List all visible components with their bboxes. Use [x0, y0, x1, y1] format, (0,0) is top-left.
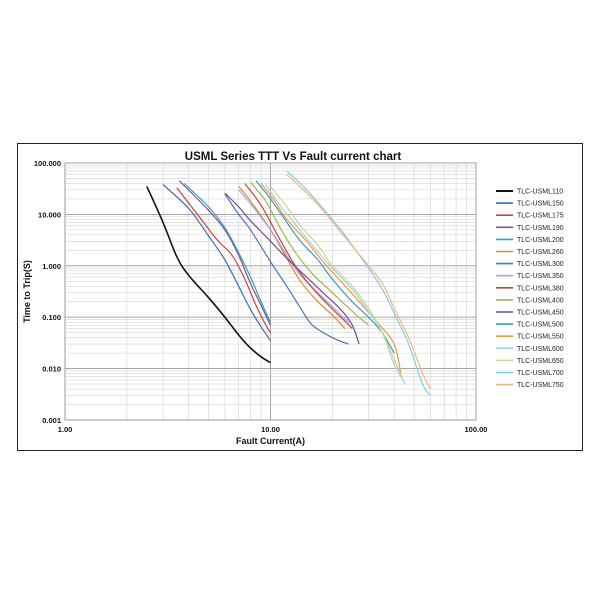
legend-entry: TLC-USML700: [517, 370, 564, 377]
series-line-tlc-usml600: [265, 184, 406, 385]
chart-title: USML Series TTT Vs Fault current chart: [185, 151, 402, 163]
series-lines: [146, 170, 431, 396]
series-line-tlc-usml650: [270, 186, 404, 381]
x-tick-label: 10.00: [261, 425, 280, 434]
series-line-tlc-usml380: [244, 183, 353, 330]
series-line-tlc-usml190: [178, 180, 272, 326]
series-line-tlc-usml700: [286, 170, 431, 396]
series-line-tlc-usml260: [238, 186, 346, 329]
series-line-tlc-usml175: [176, 187, 272, 334]
x-tick-label: 100.00: [465, 425, 488, 434]
series-line-tlc-usml450: [224, 192, 360, 345]
legend-entry: TLC-USML650: [517, 358, 564, 365]
x-tick-label: 1.00: [58, 425, 73, 434]
legend-entry: TLC-USML350: [517, 273, 564, 280]
legend-entry: TLC-USML110: [517, 189, 563, 196]
legend-entry: TLC-USML300: [517, 261, 564, 268]
series-line-tlc-usml350: [238, 189, 350, 323]
y-tick-label: 100.000: [34, 159, 61, 168]
legend-entry: TLC-USML190: [517, 225, 564, 232]
y-tick-label: 0.100: [42, 313, 61, 322]
series-line-tlc-usml750: [286, 173, 431, 390]
legend-entry: TLC-USML400: [517, 297, 564, 304]
legend-entry: TLC-USML600: [517, 346, 564, 353]
series-line-tlc-usml300: [224, 193, 349, 345]
legend-entry: TLC-USML750: [517, 382, 564, 389]
series-line-tlc-usml200: [183, 183, 272, 323]
y-tick-label: 0.001: [42, 416, 61, 425]
legend-entry: TLC-USML175: [517, 213, 564, 220]
series-line-tlc-usml550: [260, 183, 402, 374]
legend-entry: TLC-USML260: [517, 249, 564, 256]
tick-labels: 1.00 10.00 100.00 100.000 10.000 1.000 0.100 0.…: [34, 159, 488, 434]
legend-entry: TLC-USML500: [517, 322, 564, 329]
chart-svg: USML Series TTT Vs Fault current chart 1…: [22, 151, 564, 446]
series-line-tlc-usml400: [250, 182, 369, 326]
legend: TLC-USML110 TLC-USML150 TLC-USML175 TLC-USM…: [496, 189, 564, 389]
y-axis-title: Time to Trip(S): [22, 260, 32, 323]
legend-entry: TLC-USML200: [517, 237, 564, 244]
grid-lines: [64, 163, 476, 421]
legend-entry: TLC-USML380: [517, 285, 564, 292]
legend-entry: TLC-USML450: [517, 310, 564, 317]
series-line-tlc-usml110: [146, 186, 271, 364]
series-line-tlc-usml500: [255, 180, 395, 354]
y-tick-label: 10.000: [38, 210, 61, 219]
x-axis-title: Fault Current(A): [236, 436, 305, 446]
series-line-tlc-usml150: [162, 184, 271, 341]
y-tick-label: 1.000: [42, 262, 61, 271]
chart-frame: USML Series TTT Vs Fault current chart 1…: [17, 143, 583, 451]
y-tick-label: 0.010: [42, 365, 61, 374]
legend-entry: TLC-USML150: [517, 201, 564, 208]
legend-entry: TLC-USML550: [517, 334, 564, 341]
